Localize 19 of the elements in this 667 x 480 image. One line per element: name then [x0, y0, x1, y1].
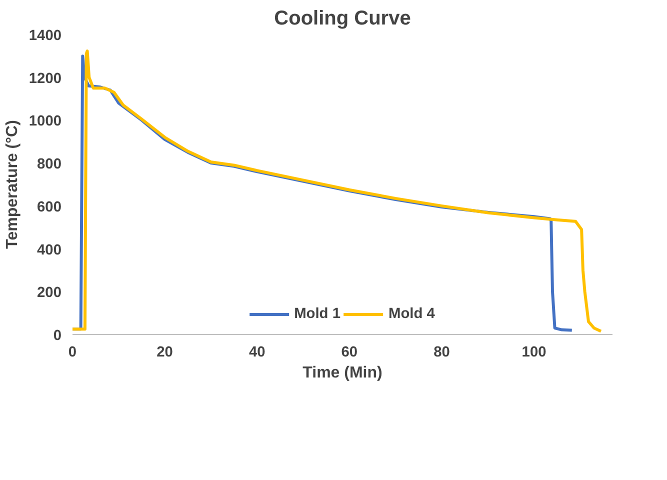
- y-tick-label: 1000: [28, 114, 62, 130]
- x-tick-label: 100: [522, 344, 546, 360]
- y-tick-label: 200: [37, 285, 62, 302]
- y-tick-label: 600: [37, 199, 62, 216]
- x-tick-label: 20: [156, 344, 173, 360]
- y-axis-title: Temperature (°C): [4, 120, 21, 249]
- legend-label: Mold 4: [388, 306, 435, 322]
- y-tick-label: 1200: [28, 70, 62, 87]
- y-tick-label: 0: [53, 328, 62, 344]
- y-tick-label: 1400: [28, 28, 62, 44]
- y-tick-label: 400: [37, 242, 62, 258]
- x-axis-title: Time (Min): [302, 364, 382, 382]
- legend-label: Mold 1: [294, 306, 340, 322]
- x-tick-label: 0: [68, 344, 77, 360]
- chart-title: Cooling Curve: [274, 8, 411, 30]
- x-tick-label: 60: [341, 344, 358, 360]
- y-tick-label: 800: [37, 156, 62, 173]
- x-tick-label: 80: [434, 344, 450, 360]
- x-tick-label: 40: [248, 344, 266, 360]
